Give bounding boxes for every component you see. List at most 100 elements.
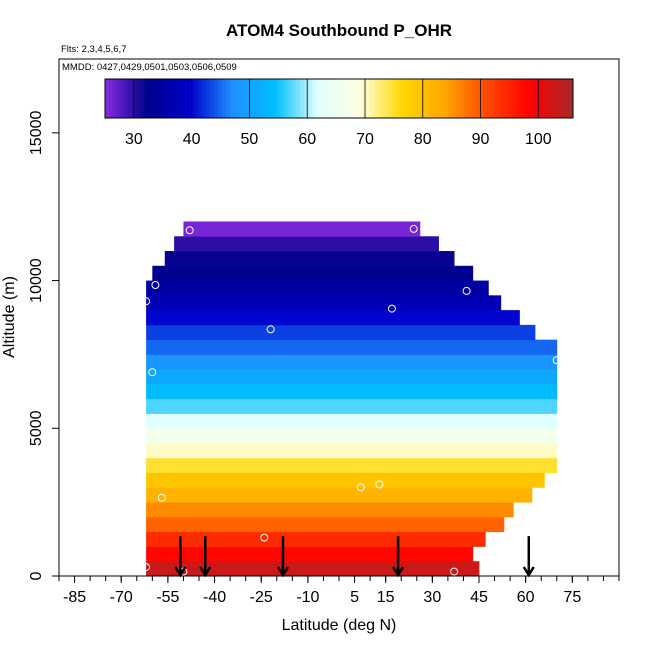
- colorbar-segment: [557, 79, 562, 118]
- colorbar-segment: [561, 79, 566, 118]
- colorbar-segment: [210, 79, 215, 118]
- colorbar-segment: [292, 79, 297, 118]
- x-tick-label: 30: [423, 589, 441, 606]
- colorbar-segment: [132, 79, 137, 118]
- heatmap-cell: [146, 369, 558, 385]
- heatmap-cell: [146, 310, 520, 326]
- colorbar-segment: [479, 79, 484, 118]
- colorbar-segment: [569, 79, 574, 118]
- sample-point: [462, 286, 471, 295]
- heatmap-cell: [146, 413, 558, 429]
- colorbar-segment: [303, 79, 309, 118]
- colorbar-segment: [268, 79, 274, 118]
- colorbar-segment: [140, 79, 145, 118]
- colorbar-segment: [514, 79, 519, 118]
- colorbar-tick-label: 90: [472, 131, 490, 148]
- x-tick-label: -25: [250, 589, 273, 606]
- heatmap-cell: [174, 236, 439, 252]
- down-arrow-icon: [276, 536, 290, 578]
- colorbar-segment: [424, 79, 430, 118]
- sample-point: [148, 368, 157, 377]
- colorbar-segment: [385, 79, 391, 118]
- colorbar-segment: [565, 79, 570, 118]
- colorbar-segment: [495, 79, 500, 118]
- colorbar-segment: [432, 79, 437, 118]
- heatmap-cell: [146, 457, 558, 473]
- sample-point: [142, 297, 151, 306]
- heatmap-cell: [146, 546, 474, 562]
- flights-note: Flts: 2,3,4,5,6,7: [61, 44, 126, 55]
- colorbar-segment: [518, 79, 523, 118]
- y-tick-label: 10000: [28, 258, 45, 303]
- colorbar: 30 40 50 60 70 80 90 100: [104, 78, 574, 148]
- y-tick-label: 15000: [28, 111, 45, 156]
- colorbar-segment: [206, 79, 211, 118]
- colorbar-segment: [545, 79, 551, 118]
- heatmap-cell: [146, 339, 558, 355]
- x-axis: -85 -70 -55 -40 -25 -10 5 15 30 45 60 75: [58, 576, 620, 606]
- colorbar-segment: [307, 79, 313, 118]
- colorbar-segment: [381, 79, 387, 118]
- colorbar-segment: [315, 79, 320, 118]
- colorbar-segment: [405, 79, 410, 118]
- colorbar-segment: [378, 79, 383, 118]
- colorbar-segment: [502, 79, 508, 118]
- colorbar-segment: [249, 79, 254, 118]
- colorbar-segment: [393, 79, 398, 118]
- heatmap-cell: [146, 428, 558, 444]
- down-arrow-icon: [392, 536, 405, 578]
- sample-point: [450, 567, 459, 576]
- colorbar-segment: [147, 79, 153, 118]
- colorbar-segment: [190, 79, 196, 118]
- y-axis: 0 5000 10000 15000: [28, 111, 59, 580]
- colorbar-segment: [253, 79, 258, 118]
- colorbar-tick-label: 80: [414, 131, 432, 148]
- colorbar-segment: [218, 79, 223, 118]
- colorbar-segment: [225, 79, 231, 118]
- sample-point: [185, 226, 194, 235]
- colorbar-segment: [124, 79, 129, 118]
- colorbar-segment: [167, 79, 172, 118]
- colorbar-segment: [335, 79, 340, 118]
- colorbar-segment: [456, 79, 461, 118]
- colorbar-segment: [534, 79, 539, 118]
- colorbar-segment: [128, 79, 133, 118]
- heatmap-cell: [146, 443, 558, 459]
- colorbar-tick-label: 50: [241, 131, 259, 148]
- sample-point: [157, 493, 166, 502]
- sample-point: [387, 304, 396, 313]
- x-tick-label: -70: [110, 589, 133, 606]
- colorbar-segment: [498, 79, 504, 118]
- colorbar-segment: [144, 79, 149, 118]
- heatmap-cell: [146, 398, 558, 414]
- colorbar-segment: [471, 79, 476, 118]
- x-tick-label: 15: [377, 589, 395, 606]
- colorbar-segment: [288, 79, 293, 118]
- colorbar-tick-label: 60: [298, 131, 316, 148]
- x-tick-label: 60: [517, 589, 535, 606]
- colorbar-segment: [116, 79, 122, 118]
- colorbar-segment: [171, 79, 176, 118]
- colorbar-segment: [222, 79, 227, 118]
- heatmap-cell: [146, 354, 558, 370]
- chart-title: ATOM4 Southbound P_OHR: [226, 21, 452, 40]
- colorbar-segment: [163, 79, 168, 118]
- colorbar-segment: [120, 79, 125, 118]
- colorbar-frame: [104, 78, 574, 119]
- dates-note: MMDD: 0427,0429,0501,0503,0506,0509: [62, 62, 237, 73]
- colorbar-segment: [374, 79, 379, 118]
- colorbar-segment: [413, 79, 418, 118]
- heatmap-cell: [183, 221, 421, 237]
- colorbar-segment: [237, 79, 242, 118]
- colorbar-segment: [159, 79, 164, 118]
- colorbar-segment: [198, 79, 203, 118]
- x-tick-label: -55: [156, 589, 179, 606]
- colorbar-segment: [530, 79, 535, 118]
- colorbar-segment: [136, 79, 141, 118]
- colorbar-tick-label: 30: [125, 131, 143, 148]
- colorbar-segment: [483, 79, 488, 118]
- colorbar-segment: [389, 79, 395, 118]
- colorbar-segment: [257, 79, 262, 118]
- colorbar-segment: [112, 79, 118, 118]
- colorbar-segment: [241, 79, 246, 118]
